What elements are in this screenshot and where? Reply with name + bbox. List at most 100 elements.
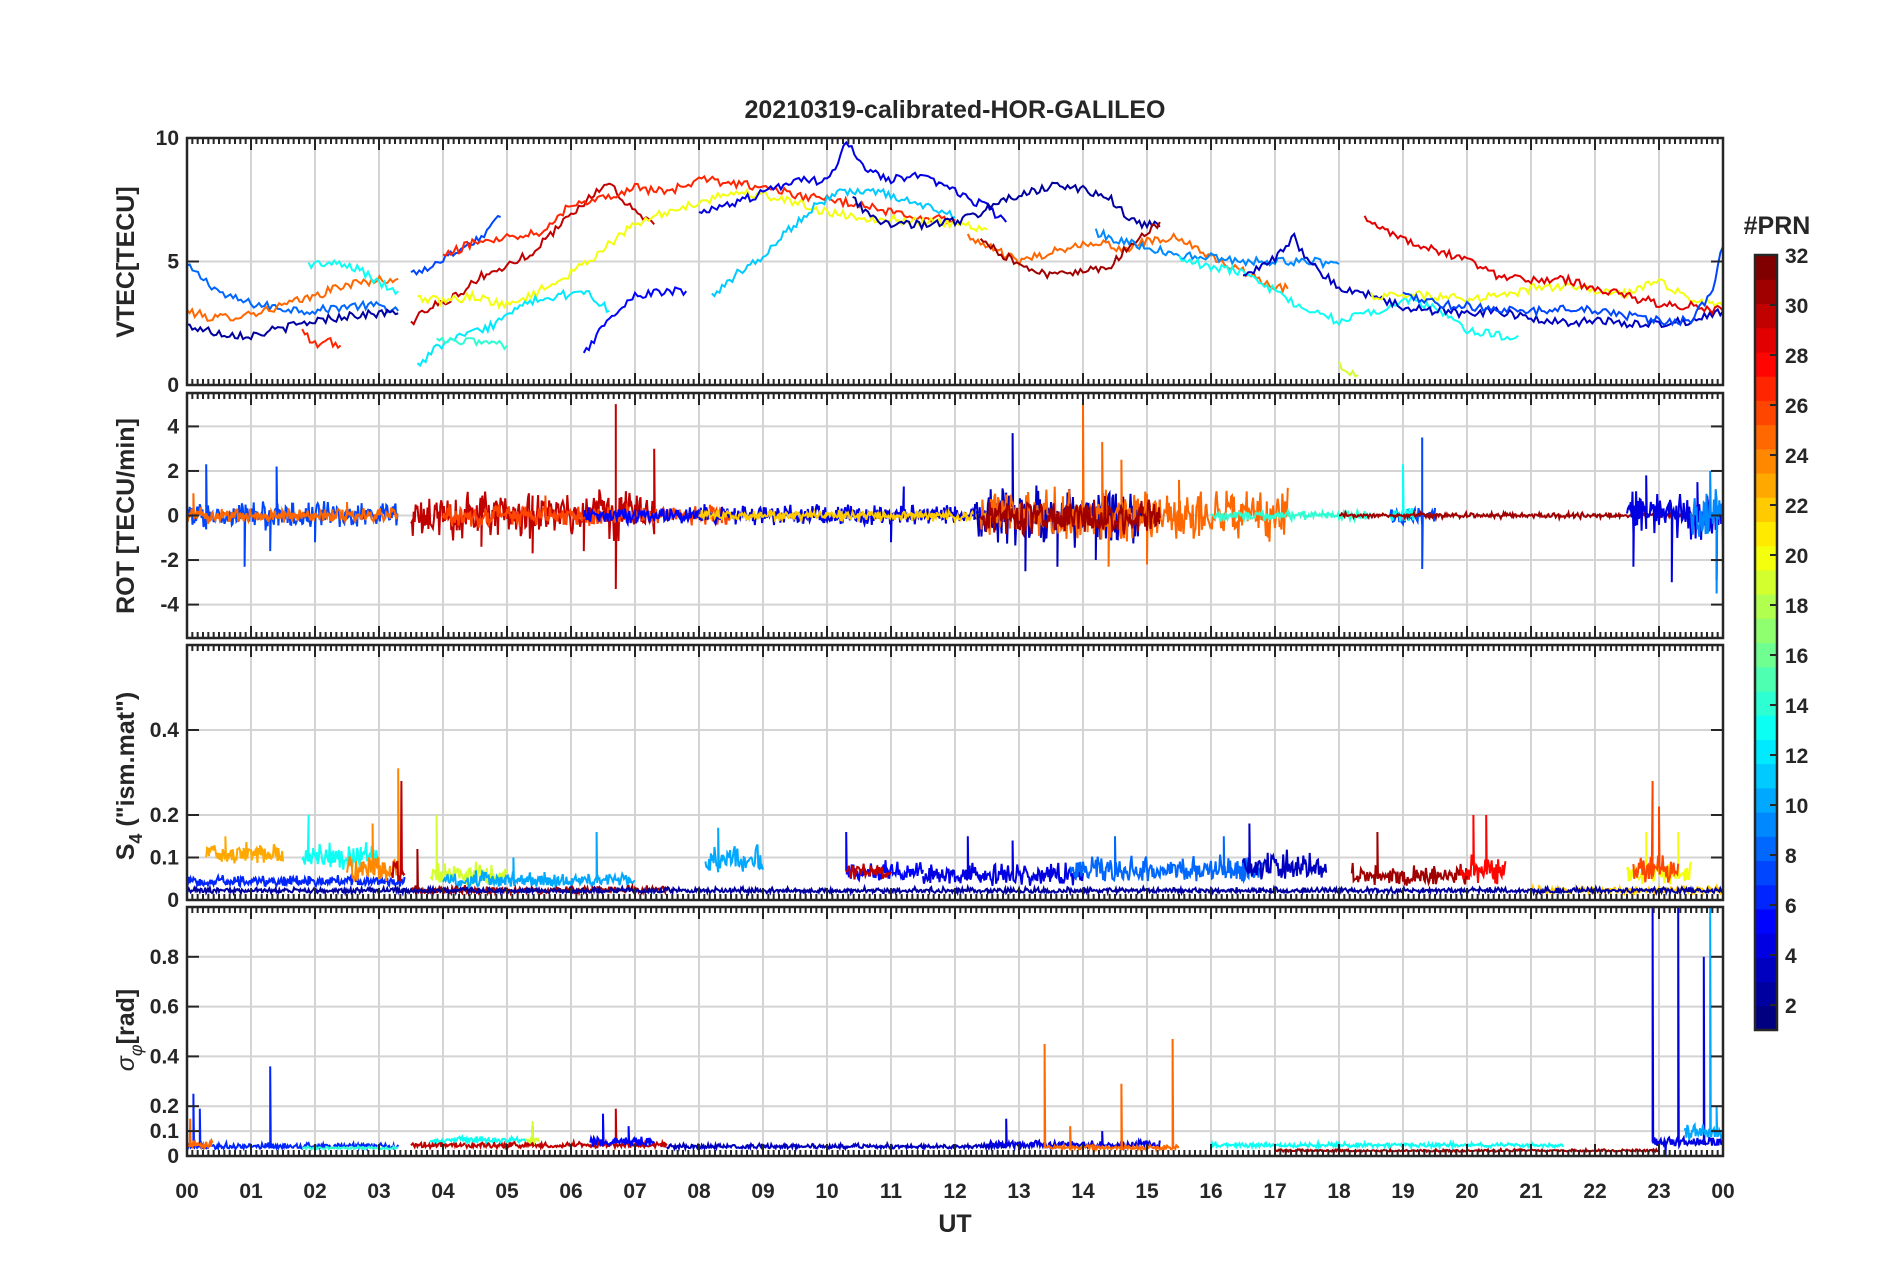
x-tick-label: 12 bbox=[943, 1180, 966, 1203]
vtec-series-prn-20 bbox=[417, 187, 988, 310]
x-tick-label: 08 bbox=[687, 1180, 711, 1203]
s4-series-prn-4 bbox=[922, 836, 1084, 886]
colorbar-tick-label: 10 bbox=[1785, 795, 1808, 818]
s4-series-prn-5 bbox=[845, 831, 924, 883]
ylabel-vtec: VTEC[TECU] bbox=[112, 186, 140, 337]
vtec-series-prn-14 bbox=[435, 336, 508, 351]
axes-frame-sigma_phi bbox=[185, 905, 1725, 1158]
sigma_phi-series-prn-25 bbox=[1043, 1038, 1180, 1154]
ylabel-sigma-rest: [rad] bbox=[112, 989, 140, 1045]
colorbar-swatch bbox=[1755, 255, 1777, 280]
y-tick-label: 0 bbox=[167, 374, 179, 397]
sigma_phi-series-prn-5 bbox=[589, 1113, 656, 1148]
colorbar-swatch bbox=[1755, 448, 1777, 474]
rot-series-prn-5 bbox=[582, 506, 700, 528]
colorbar-swatch bbox=[1755, 376, 1777, 401]
series-group-rot bbox=[187, 404, 1723, 594]
x-tick-label: 11 bbox=[880, 1180, 903, 1203]
panel-rot: -4 -2 0 2 4 bbox=[160, 391, 1725, 640]
colorbar-tick-label: 18 bbox=[1785, 595, 1809, 618]
x-tick-label: 19 bbox=[1391, 1180, 1414, 1203]
colorbar-swatch bbox=[1755, 690, 1777, 716]
vtec-series-prn-25 bbox=[187, 274, 399, 322]
colorbar-tick-label: 30 bbox=[1785, 295, 1808, 318]
figure-title: 20210319-calibrated-HOR-GALILEO bbox=[745, 96, 1166, 124]
colorbar-tick-label: 28 bbox=[1785, 345, 1809, 368]
x-axis-label: UT bbox=[938, 1210, 971, 1238]
colorbar-swatch bbox=[1755, 351, 1777, 377]
x-tick-label: 23 bbox=[1647, 1180, 1670, 1203]
vtec-series-prn-2 bbox=[852, 181, 1161, 232]
colorbar-swatch bbox=[1755, 812, 1777, 837]
colorbar-tick-label: 14 bbox=[1785, 695, 1809, 718]
x-tick-label: 04 bbox=[431, 1180, 455, 1203]
vtec-series-prn-8 bbox=[187, 263, 399, 316]
colorbar-swatch bbox=[1755, 545, 1777, 571]
x-tick-label: 21 bbox=[1519, 1180, 1543, 1203]
y-tick-label: 0.8 bbox=[150, 946, 180, 969]
colorbar-swatch bbox=[1755, 763, 1777, 789]
y-tick-label: -2 bbox=[160, 549, 179, 572]
y-tick-label: 0.1 bbox=[150, 847, 180, 870]
x-tick-label: 03 bbox=[367, 1180, 390, 1203]
colorbar-swatch bbox=[1755, 908, 1777, 934]
s4-series-prn-6 bbox=[187, 872, 406, 889]
y-tick-label: 0.1 bbox=[150, 1120, 180, 1143]
x-tick-label: 16 bbox=[1199, 1180, 1222, 1203]
colorbar-swatch bbox=[1755, 642, 1777, 668]
vtec-series-prn-27 bbox=[301, 328, 342, 350]
s4-series-prn-26 bbox=[1632, 780, 1680, 883]
colorbar-swatch bbox=[1755, 715, 1777, 740]
colorbar-tick-label: 2 bbox=[1785, 995, 1797, 1018]
s4-series-prn-28 bbox=[1459, 814, 1507, 885]
colorbar-swatch bbox=[1755, 933, 1777, 958]
colorbar-tick-label: 12 bbox=[1785, 745, 1808, 768]
colorbar-swatch bbox=[1755, 400, 1777, 426]
colorbar-swatch bbox=[1755, 303, 1777, 329]
s4-series-prn-3 bbox=[1242, 823, 1328, 880]
rot-series-prn-25 bbox=[187, 493, 399, 525]
rot-series-prn-22 bbox=[698, 507, 988, 525]
x-tick-label: 09 bbox=[751, 1180, 774, 1203]
colorbar-swatch bbox=[1755, 618, 1777, 644]
sigma_phi-series-prn-3 bbox=[666, 1140, 1007, 1153]
axes-frame-vtec bbox=[185, 136, 1725, 387]
colorbar-swatch bbox=[1755, 472, 1777, 498]
vtec-series-prn-19 bbox=[1338, 360, 1359, 378]
colorbar-swatch bbox=[1755, 594, 1777, 619]
ylabel-s4: S4 ("ism.mat") bbox=[112, 692, 146, 861]
colorbar-swatch bbox=[1755, 497, 1777, 523]
x-tick-label: 01 bbox=[239, 1180, 263, 1203]
sigma_phi-series-prn-19 bbox=[525, 1121, 540, 1146]
colorbar-swatch bbox=[1755, 521, 1777, 547]
s4-series-prn-13 bbox=[301, 814, 380, 870]
vtec-series-prn-13 bbox=[307, 258, 399, 296]
colorbar-title: #PRN bbox=[1744, 212, 1811, 240]
y-tick-label: 0.2 bbox=[150, 804, 179, 827]
colorbar-swatch bbox=[1755, 569, 1777, 595]
colorbar-swatch bbox=[1755, 424, 1777, 450]
s4-series-prn-30 bbox=[845, 863, 892, 880]
rot-series-prn-31 bbox=[979, 495, 1161, 539]
colorbar-tick-label: 24 bbox=[1785, 445, 1809, 468]
vtec-series-prn-7 bbox=[410, 214, 501, 277]
vtec-series-prn-4 bbox=[698, 140, 1007, 223]
axes-frame-rot bbox=[185, 391, 1725, 640]
s4-series-prn-31 bbox=[1350, 831, 1468, 887]
x-tick-label: 13 bbox=[1007, 1180, 1030, 1203]
vtec-series-prn-20 bbox=[1370, 278, 1723, 308]
axes-frame-s4 bbox=[185, 643, 1725, 902]
x-tick-label: 06 bbox=[559, 1180, 582, 1203]
colorbar-tick-label: 6 bbox=[1785, 895, 1797, 918]
s4-series-prn-8 bbox=[1069, 836, 1264, 885]
colorbar-swatch bbox=[1755, 860, 1777, 886]
panel-vtec: 0 5 10 bbox=[156, 127, 1725, 397]
y-tick-label: 0.4 bbox=[150, 719, 180, 742]
ylabel-s4-main: S bbox=[112, 844, 140, 861]
vtec-series-prn-11 bbox=[711, 187, 956, 298]
colorbar-swatch bbox=[1755, 957, 1777, 983]
colorbar-tick-label: 20 bbox=[1785, 545, 1808, 568]
vtec-series-prn-31 bbox=[979, 221, 1161, 280]
sigma_phi-series-prn-13 bbox=[429, 1133, 527, 1147]
